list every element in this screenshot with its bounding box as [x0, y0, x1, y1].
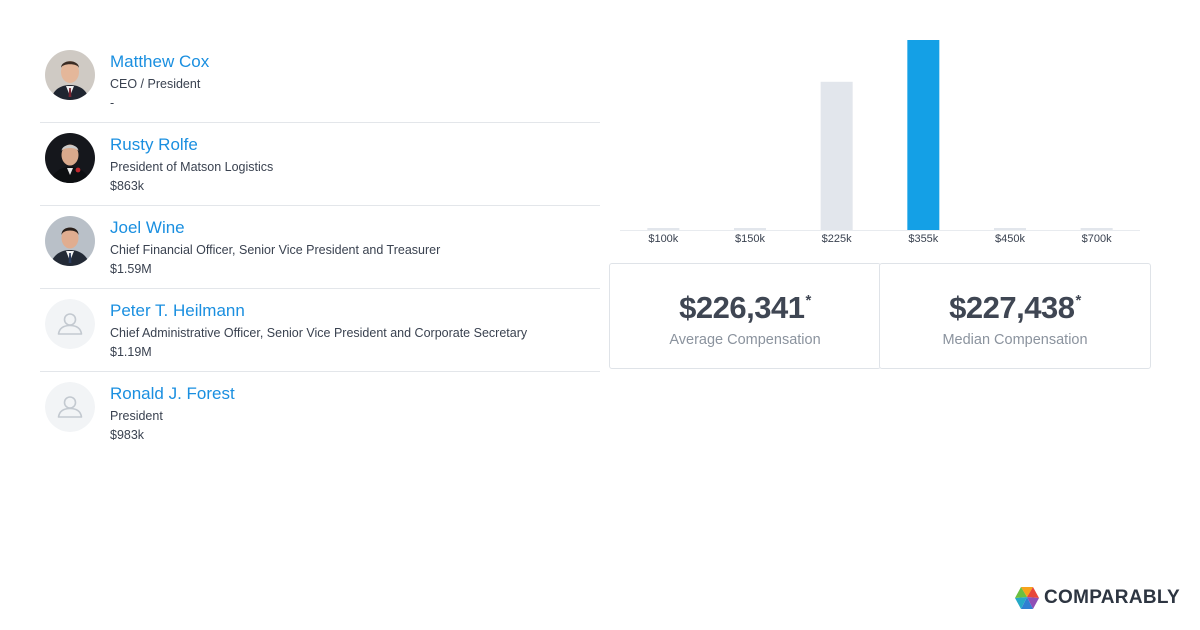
executive-salary: $1.19M	[110, 345, 152, 359]
histogram-bar	[1080, 228, 1113, 230]
executive-photo-avatar[interactable]	[45, 133, 95, 183]
executive-row[interactable]: Peter T. Heilmann Chief Administrative O…	[40, 289, 600, 372]
comparably-brand[interactable]: COMPARABLY	[1014, 586, 1180, 610]
histogram-bar	[994, 228, 1026, 230]
histogram-tick-label: $100k	[648, 233, 678, 245]
average-compensation-value: $226,341*	[679, 290, 811, 325]
histogram-tick-label: $450k	[995, 233, 1025, 245]
user-placeholder-icon[interactable]	[45, 299, 95, 349]
executive-row[interactable]: Matthew Cox CEO / President -	[40, 40, 600, 123]
executive-name[interactable]: Matthew Cox	[110, 52, 210, 71]
executive-photo-avatar[interactable]	[45, 216, 95, 266]
executive-salary: -	[110, 96, 115, 110]
histogram-svg: $100k $150k $225k $355k $450k $700k	[620, 40, 1140, 245]
executive-name[interactable]: Rusty Rolfe	[110, 135, 198, 154]
brand-name: COMPARABLY	[1043, 587, 1180, 608]
average-footnote-marker: *	[805, 292, 811, 309]
histogram-tick-label: $700k	[1082, 233, 1112, 245]
histogram-bar	[647, 228, 680, 230]
median-compensation-card: $227,438* Median Compensation	[879, 263, 1151, 369]
histogram-bar	[907, 40, 940, 230]
executive-salary: $983k	[110, 428, 145, 442]
executive-list: Matthew Cox CEO / President - Rusty Rolf…	[40, 40, 600, 455]
executive-row[interactable]: Joel Wine Chief Financial Officer, Senio…	[40, 206, 600, 289]
average-compensation-label: Average Compensation	[669, 332, 821, 348]
executive-salary: $1.59M	[110, 262, 152, 276]
executive-row[interactable]: Ronald J. Forest President $983k	[40, 372, 600, 455]
average-compensation-card: $226,341* Average Compensation	[609, 263, 881, 369]
executive-title: President of Matson Logistics	[110, 160, 274, 174]
executive-name[interactable]: Joel Wine	[110, 218, 185, 237]
executive-name[interactable]: Ronald J. Forest	[110, 384, 235, 403]
median-compensation-value: $227,438*	[949, 290, 1081, 325]
histogram-bar	[820, 81, 853, 230]
executive-row[interactable]: Rusty Rolfe President of Matson Logistic…	[40, 123, 600, 206]
median-footnote-marker: *	[1075, 292, 1081, 309]
executive-title: CEO / President	[110, 77, 201, 91]
median-compensation-label: Median Compensation	[942, 332, 1088, 348]
salary-histogram: $100k $150k $225k $355k $450k $700k	[615, 30, 1145, 250]
histogram-tick-label: $150k	[735, 233, 765, 245]
histogram-tick-label: $225k	[822, 233, 852, 245]
executive-name[interactable]: Peter T. Heilmann	[110, 301, 245, 320]
executive-salary: $863k	[110, 179, 145, 193]
user-placeholder-icon[interactable]	[45, 382, 95, 432]
executive-photo-avatar[interactable]	[45, 50, 95, 100]
executive-title: President	[110, 409, 163, 423]
histogram-bar	[734, 228, 766, 230]
executive-title: Chief Administrative Officer, Senior Vic…	[110, 326, 528, 340]
histogram-tick-label: $355k	[908, 233, 938, 245]
executive-title: Chief Financial Officer, Senior Vice Pre…	[110, 243, 441, 257]
comparably-logo-icon	[1014, 587, 1039, 609]
